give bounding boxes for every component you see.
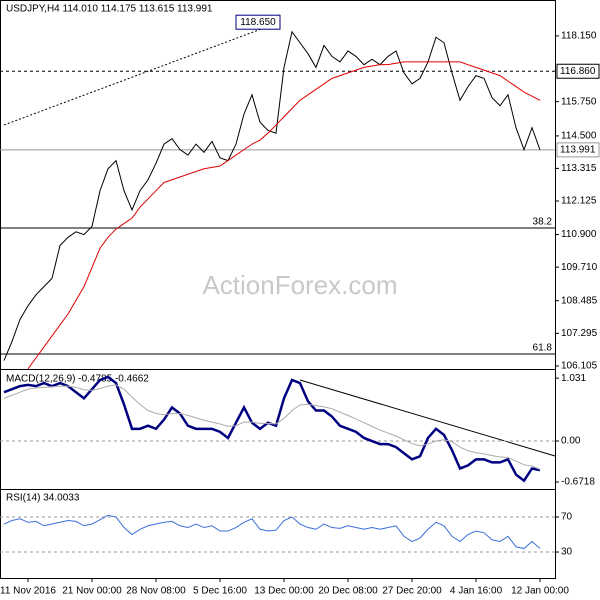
y-tick-label: 113.315	[561, 163, 597, 174]
y-tick-label: -0.6718	[561, 477, 595, 488]
level-label-box	[556, 142, 600, 158]
frame	[0, 0, 556, 579]
trend-line	[299, 379, 556, 457]
y-tick-label: 109.710	[561, 262, 598, 273]
y-tick-label: 118.150	[561, 31, 597, 42]
series-line	[3, 30, 541, 361]
x-tick-label: 11 Nov 2016	[0, 586, 56, 597]
y-tick-label: 110.900	[561, 229, 597, 240]
level-label: 113.991	[560, 144, 596, 155]
y-tick-label: 70	[561, 512, 573, 523]
fib-label: 38.2	[533, 217, 553, 228]
y-tick-label: 108.485	[561, 295, 598, 306]
x-tick-label: 28 Nov 08:00	[126, 586, 186, 597]
series-line	[3, 375, 541, 483]
x-tick-label: 13 Dec 00:00	[254, 586, 314, 597]
y-tick-label: 1.031	[561, 373, 586, 384]
y-tick-label: 30	[561, 547, 573, 558]
y-tick-label: 115.750	[561, 96, 597, 107]
trend-line	[3, 21, 281, 126]
y-tick-label: 106.105	[561, 361, 598, 372]
level-label: 116.860	[560, 66, 596, 77]
x-tick-label: 21 Nov 00:00	[62, 586, 122, 597]
series-line	[3, 384, 541, 470]
chart-title: USDJPY,H4 114.010 114.175 113.615 113.99…	[6, 4, 213, 15]
panel-title: MACD(12,26,9) -0.4785 -0.4662	[6, 374, 149, 385]
x-tick-label: 27 Dec 20:00	[382, 586, 442, 597]
y-tick-label: 112.125	[561, 196, 597, 207]
x-tick-label: 20 Dec 08:00	[318, 586, 378, 597]
x-tick-label: 4 Jan 16:00	[450, 586, 503, 597]
annotation: 118.650	[240, 17, 276, 28]
panel-title: RSI(14) 34.0033	[6, 493, 80, 504]
series-line	[27, 61, 541, 370]
annotation-box	[235, 14, 281, 30]
series-line	[3, 514, 541, 550]
y-tick-label: 114.500	[561, 131, 597, 142]
fib-label: 61.8	[533, 343, 553, 354]
x-tick-label: 12 Jan 00:00	[511, 586, 569, 597]
y-tick-label: 107.295	[561, 328, 598, 339]
x-tick-label: 5 Dec 16:00	[193, 586, 247, 597]
level-label-box	[556, 63, 600, 79]
watermark: ActionForex.com	[202, 270, 397, 300]
y-tick-label: 0.00	[561, 436, 581, 447]
